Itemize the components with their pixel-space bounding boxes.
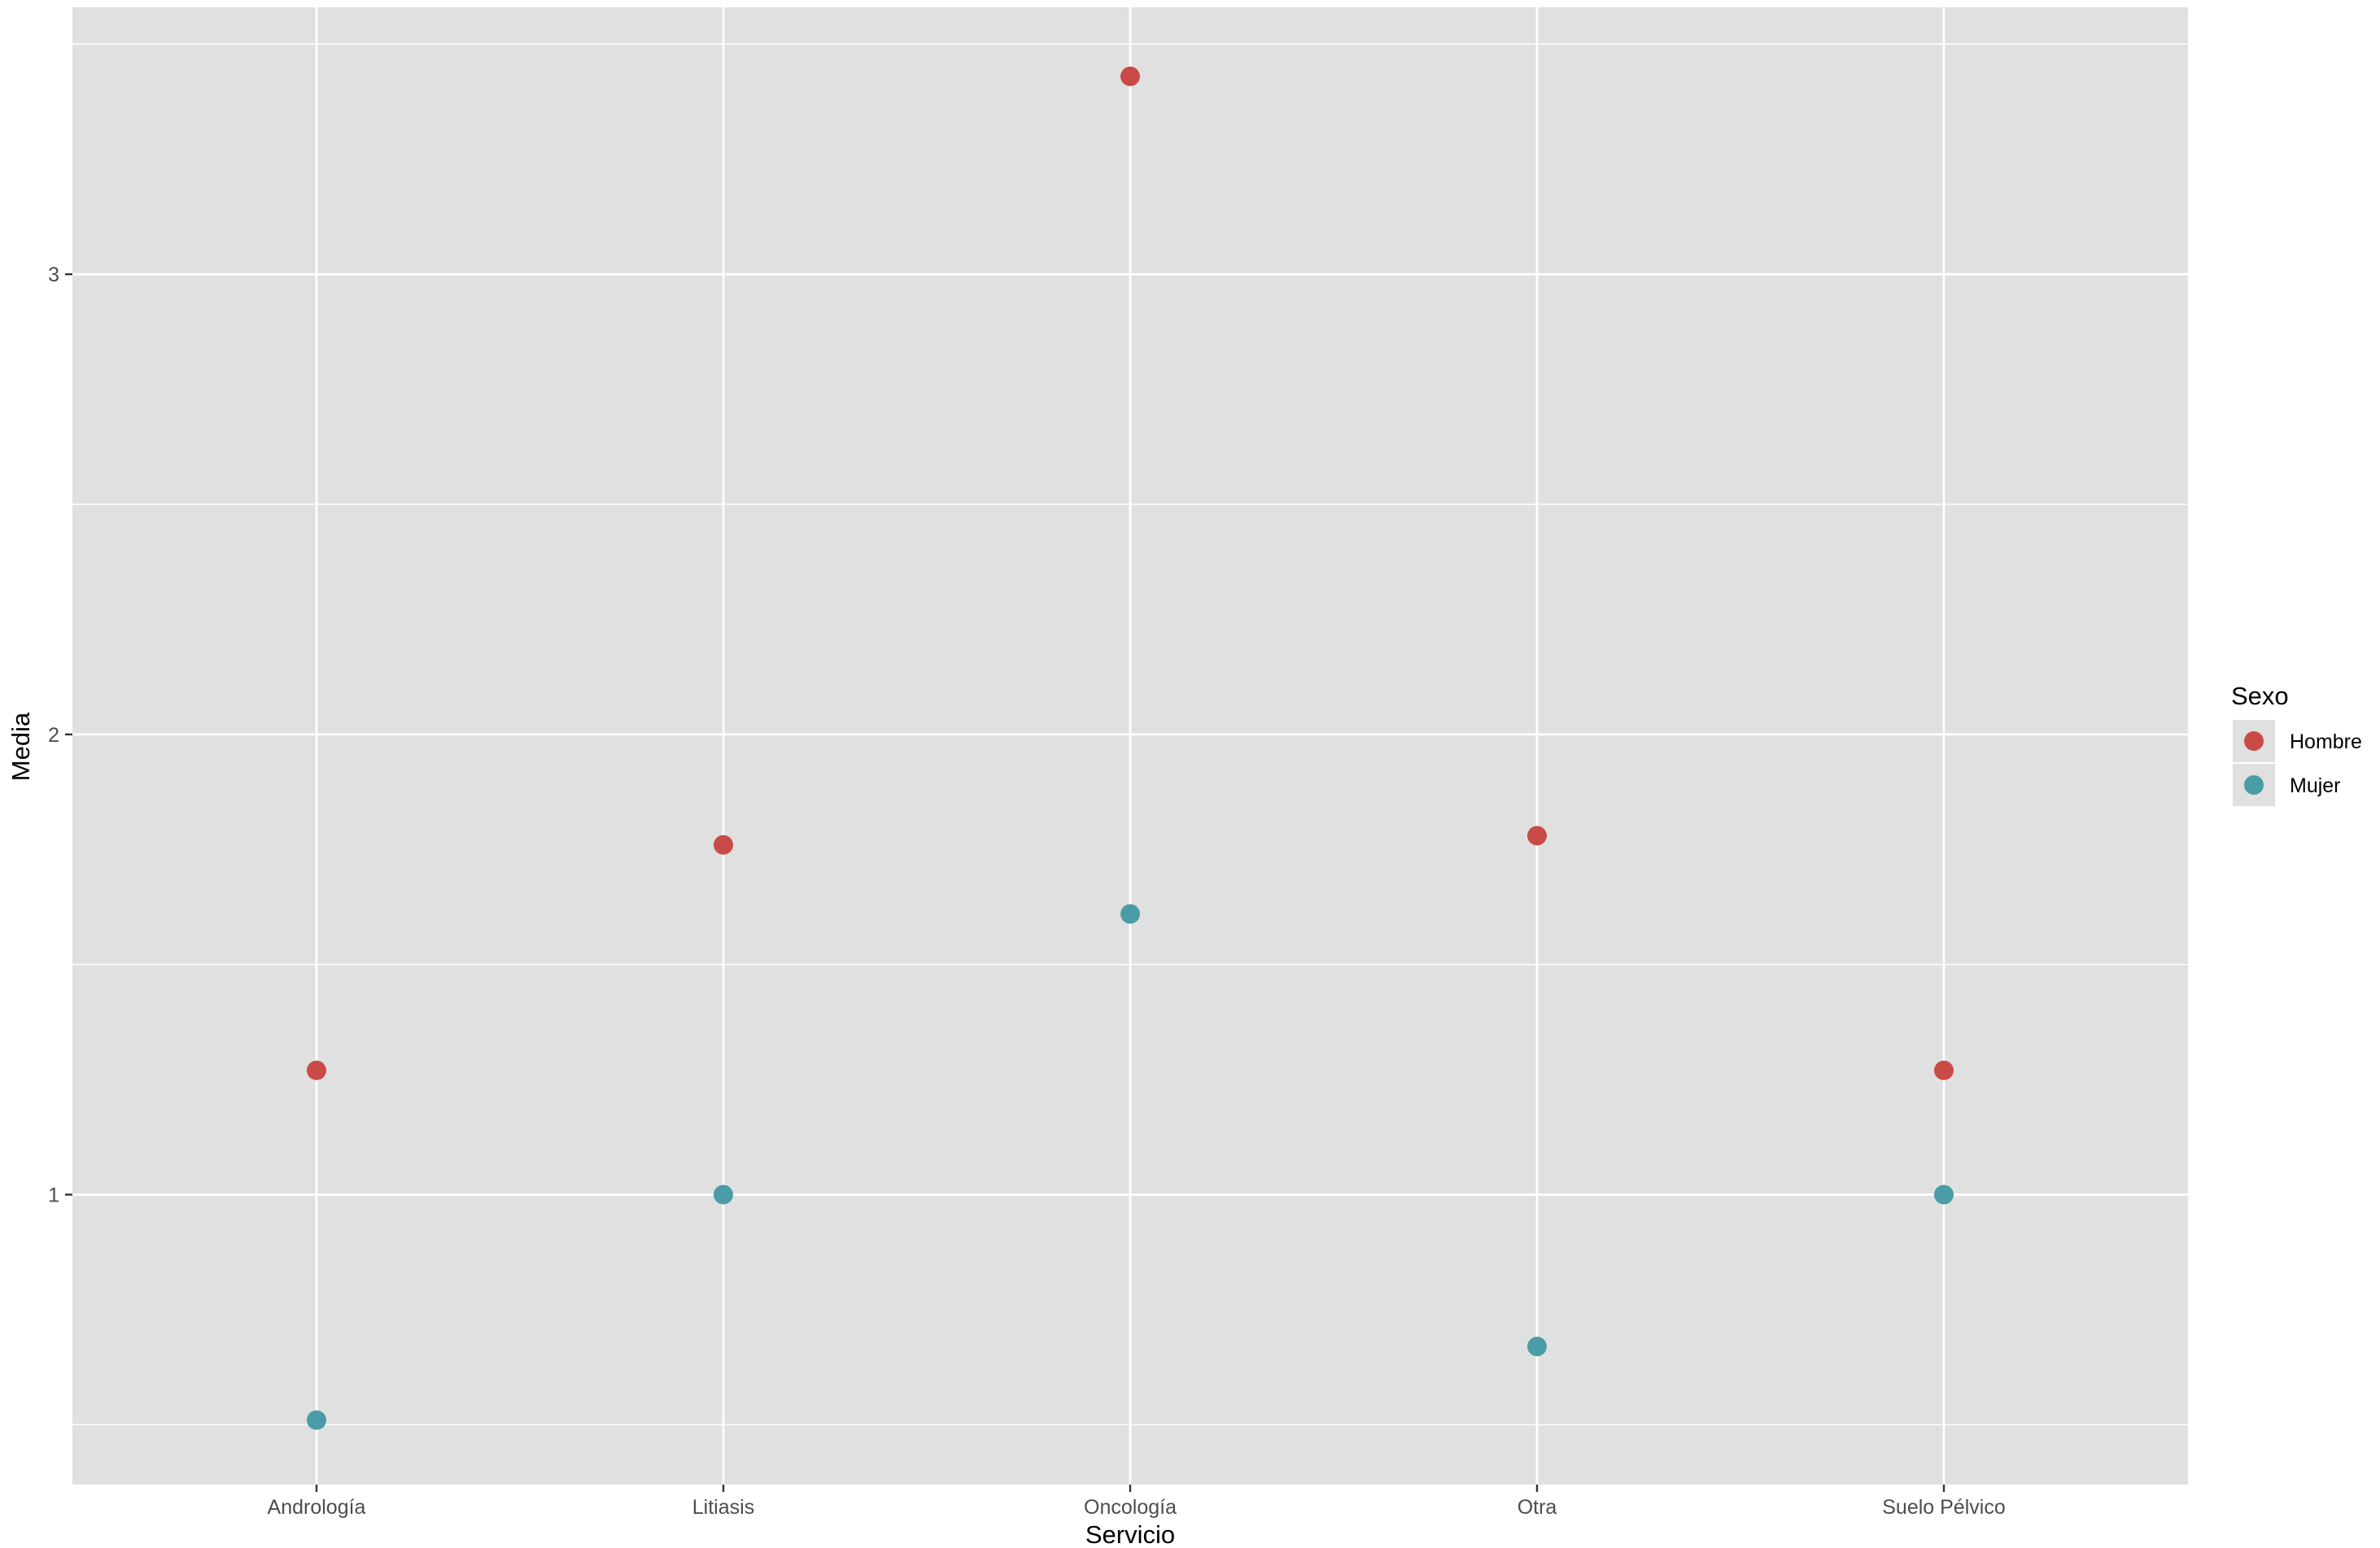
point-hombre <box>1120 66 1140 86</box>
point-mujer <box>1527 1337 1547 1357</box>
point-hombre <box>1527 826 1547 846</box>
y-tick-label: 3 <box>48 264 59 286</box>
x-tick-label: Oncología <box>1084 1496 1177 1519</box>
point-mujer <box>714 1184 733 1205</box>
major-gridlines <box>72 7 2188 1485</box>
point-hombre <box>307 1060 326 1080</box>
point-mujer <box>1120 904 1140 924</box>
y-axis-title: Media <box>7 712 35 781</box>
y-tick-label: 1 <box>48 1184 59 1207</box>
x-tick-label: Otra <box>1518 1496 1557 1519</box>
y-axis: 1 2 3 <box>48 264 72 1207</box>
x-axis: Andrología Litiasis Oncología Otra Suelo Pél… <box>268 1485 2006 1519</box>
x-tick-label: Suelo Pélvico <box>1882 1496 2005 1519</box>
legend-marker-mujer <box>2244 775 2264 795</box>
data-points <box>307 66 1954 1430</box>
legend-items: Hombre Mujer <box>2233 720 2362 806</box>
x-axis-title: Servicio <box>1085 1520 1175 1548</box>
point-mujer <box>1934 1184 1954 1205</box>
legend: Sexo Hombre Mujer <box>2231 682 2362 806</box>
x-tick-label: Litiasis <box>692 1496 754 1519</box>
point-hombre <box>1934 1060 1954 1080</box>
point-mujer <box>307 1410 326 1430</box>
x-tick-label: Andrología <box>268 1496 366 1519</box>
legend-label-hombre: Hombre <box>2290 730 2362 753</box>
legend-marker-hombre <box>2244 731 2264 751</box>
legend-label-mujer: Mujer <box>2290 774 2341 797</box>
y-tick-label: 2 <box>48 724 59 747</box>
point-hombre <box>714 835 733 855</box>
legend-title: Sexo <box>2231 682 2289 710</box>
